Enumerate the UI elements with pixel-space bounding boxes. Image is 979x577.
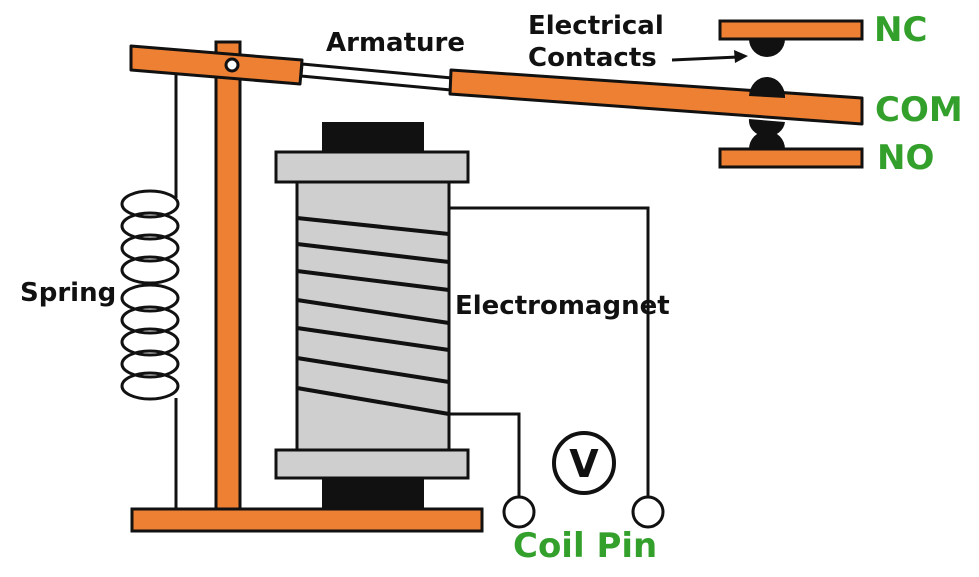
armature-right bbox=[448, 68, 864, 126]
support-post bbox=[214, 40, 242, 511]
contacts-arrow-head bbox=[734, 50, 748, 63]
nc-contact-bar bbox=[718, 19, 864, 41]
armature-left bbox=[129, 44, 304, 86]
com-lower-dome bbox=[748, 119, 785, 137]
nc-contact-dome bbox=[749, 39, 785, 57]
no-contact-dome bbox=[749, 131, 785, 149]
bobbin-top-flange bbox=[274, 150, 470, 184]
com-upper-dome bbox=[749, 76, 786, 98]
voltmeter-symbol: V bbox=[569, 442, 599, 486]
coil-lead-right bbox=[449, 206, 650, 496]
coil-windings bbox=[296, 216, 450, 416]
armature-link bbox=[299, 62, 454, 92]
spring-label: Spring bbox=[20, 278, 117, 308]
bobbin-bottom-flange bbox=[274, 448, 470, 480]
nc-label: NC bbox=[874, 10, 928, 50]
coil-lead-left bbox=[449, 412, 521, 496]
base-plate bbox=[130, 507, 484, 533]
contacts-arrow-line bbox=[671, 55, 739, 62]
no-contact-bar bbox=[718, 147, 864, 169]
contacts-label: Electrical Contacts bbox=[528, 10, 664, 74]
contacts-label-line1: Electrical bbox=[528, 11, 664, 41]
coil-pin-left-icon bbox=[502, 495, 536, 529]
armature-label: Armature bbox=[326, 28, 465, 58]
coil-pin-right-icon bbox=[631, 495, 665, 529]
coil-pin-label: Coil Pin bbox=[513, 526, 658, 566]
com-label: COM bbox=[875, 90, 963, 130]
electromagnet-label: Electromagnet bbox=[455, 291, 670, 321]
core-bottom bbox=[322, 476, 424, 508]
contacts-label-line2: Contacts bbox=[528, 43, 657, 73]
core-top bbox=[322, 122, 424, 154]
voltmeter-icon bbox=[552, 431, 616, 495]
pivot-icon bbox=[224, 57, 240, 73]
no-label: NO bbox=[877, 138, 935, 178]
spring-coils bbox=[120, 189, 180, 401]
